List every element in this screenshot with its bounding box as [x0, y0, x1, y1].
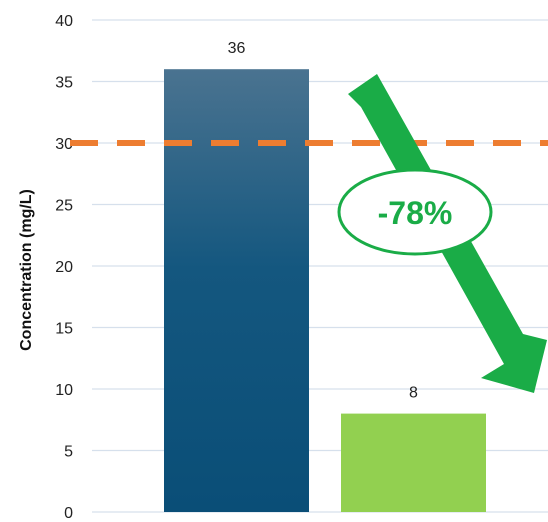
y-tick-label: 40	[55, 13, 73, 30]
y-tick-label: 30	[55, 136, 73, 153]
y-tick-label: 25	[55, 198, 73, 215]
y-tick-label: 5	[64, 444, 73, 461]
y-tick-label: 20	[55, 259, 73, 276]
y-axis-title: Concentration (mg/L)	[18, 189, 35, 351]
y-tick-label: 0	[64, 505, 73, 522]
reduction-callout-text: -78%	[378, 195, 453, 231]
data-labels: 36 8	[228, 40, 418, 401]
y-tick-label: 35	[55, 75, 73, 92]
y-tick-label: 15	[55, 321, 73, 338]
bar-2-value-label: 8	[409, 385, 418, 402]
bar-1-value-label: 36	[228, 40, 246, 57]
y-axis-ticks: 0 5 10 15 20 25 30 35 40	[55, 13, 73, 522]
y-tick-label: 10	[55, 382, 73, 399]
reduction-callout: -78%	[337, 74, 547, 393]
bar-2	[341, 413, 486, 512]
bars	[164, 69, 486, 512]
bar-1	[164, 69, 309, 512]
reduction-callout-ellipse	[337, 168, 493, 256]
